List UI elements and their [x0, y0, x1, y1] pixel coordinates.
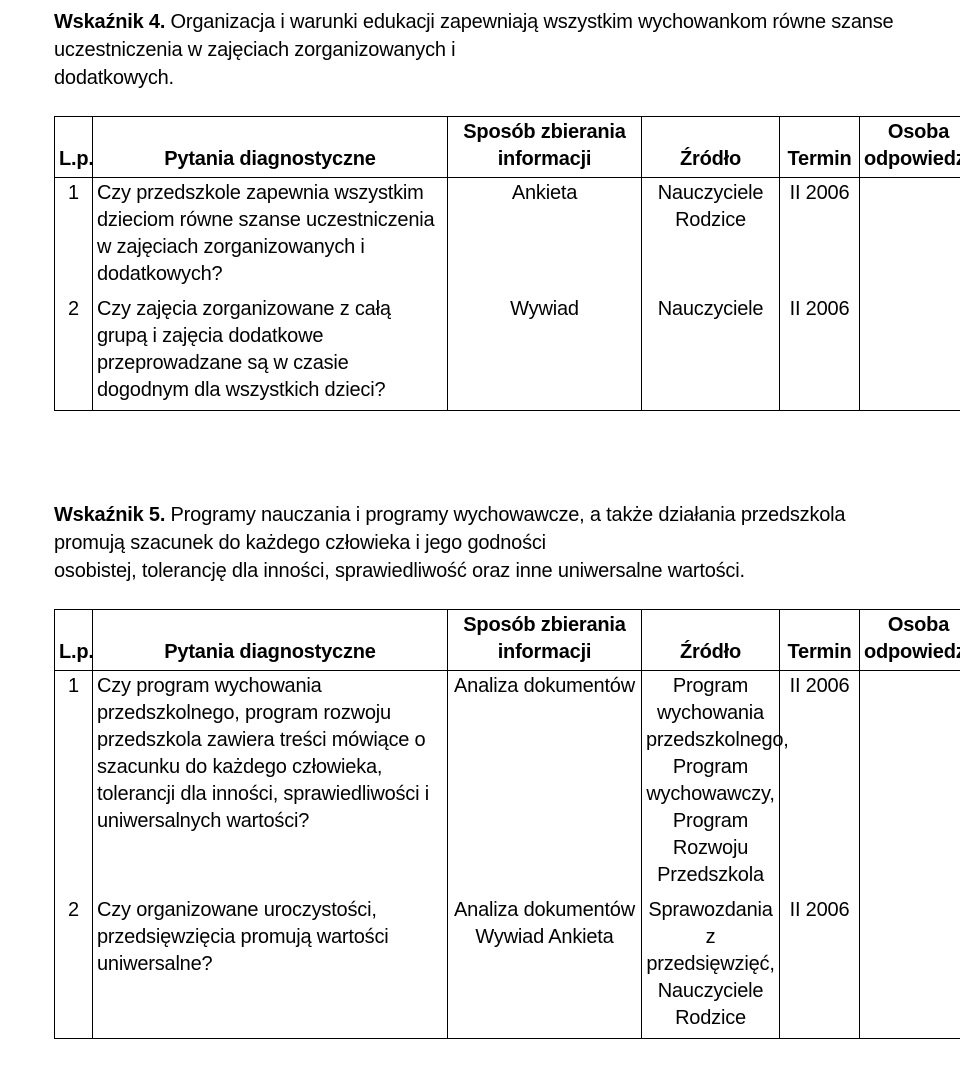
- indicator-4-label: Wskaźnik 4.: [54, 11, 165, 33]
- th-q: Pytania diagnostyczne: [93, 117, 448, 178]
- th-source: Źródło: [642, 610, 780, 671]
- cell-resp: [860, 294, 960, 411]
- table-indicator-4: L.p. Pytania diagnostyczne Sposób zbiera…: [54, 116, 960, 411]
- th-resp: Osoba odpowiedzialna: [860, 117, 960, 178]
- th-term: Termin: [780, 117, 860, 178]
- cell-q: Czy zajęcia zorganizowane z całą grupą i…: [93, 294, 448, 411]
- cell-term: II 2006: [780, 294, 860, 411]
- table-row: 1 Czy przedszkole zapewnia wszystkim dzi…: [55, 178, 960, 295]
- indicator-5-heading: Wskaźnik 5. Programy nauczania i program…: [54, 501, 906, 585]
- cell-q: Czy program wychowania przedszkolnego, p…: [93, 671, 448, 896]
- cell-method: Analiza dokumentów Wywiad Ankieta: [448, 895, 642, 1039]
- cell-q: Czy przedszkole zapewnia wszystkim dziec…: [93, 178, 448, 295]
- cell-method: Ankieta: [448, 178, 642, 295]
- cell-lp: 1: [55, 671, 93, 896]
- cell-term: II 2006: [780, 178, 860, 295]
- th-source: Źródło: [642, 117, 780, 178]
- cell-resp: [860, 671, 960, 896]
- table-row: 1 Czy program wychowania przedszkolnego,…: [55, 671, 960, 896]
- th-lp: L.p.: [55, 610, 93, 671]
- table-header-row: L.p. Pytania diagnostyczne Sposób zbiera…: [55, 610, 960, 671]
- indicator-5-text-l2: osobistej, tolerancję dla inności, spraw…: [54, 560, 745, 582]
- cell-q: Czy organizowane uroczystości, przedsięw…: [93, 895, 448, 1039]
- cell-term: II 2006: [780, 671, 860, 896]
- th-term: Termin: [780, 610, 860, 671]
- cell-source: Nauczyciele: [642, 294, 780, 411]
- cell-resp: [860, 895, 960, 1039]
- cell-term: II 2006: [780, 895, 860, 1039]
- indicator-4-heading: Wskaźnik 4. Organizacja i warunki edukac…: [54, 8, 906, 92]
- table-header-row: L.p. Pytania diagnostyczne Sposób zbiera…: [55, 117, 960, 178]
- cell-lp: 2: [55, 895, 93, 1039]
- cell-method: Analiza dokumentów: [448, 671, 642, 896]
- cell-lp: 2: [55, 294, 93, 411]
- cell-resp: [860, 178, 960, 295]
- cell-method: Wywiad: [448, 294, 642, 411]
- cell-source: Nauczyciele Rodzice: [642, 178, 780, 295]
- indicator-5-text-l1: Programy nauczania i programy wychowawcz…: [54, 504, 845, 554]
- th-method: Sposób zbierania informacji: [448, 610, 642, 671]
- th-lp: L.p.: [55, 117, 93, 178]
- cell-source: Sprawozdania z przedsięwzięć, Nauczyciel…: [642, 895, 780, 1039]
- table-indicator-5: L.p. Pytania diagnostyczne Sposób zbiera…: [54, 609, 960, 1039]
- cell-lp: 1: [55, 178, 93, 295]
- th-method: Sposób zbierania informacji: [448, 117, 642, 178]
- th-q: Pytania diagnostyczne: [93, 610, 448, 671]
- table-row: 2 Czy zajęcia zorganizowane z całą grupą…: [55, 294, 960, 411]
- table-row: 2 Czy organizowane uroczystości, przedsi…: [55, 895, 960, 1039]
- th-resp: Osoba odpowiedzialna: [860, 610, 960, 671]
- cell-source: Program wychowania przedszkolnego, Progr…: [642, 671, 780, 896]
- indicator-5-label: Wskaźnik 5.: [54, 504, 165, 526]
- indicator-4-text-l1: Organizacja i warunki edukacji zapewniaj…: [54, 11, 893, 61]
- indicator-4-text-l2: dodatkowych.: [54, 67, 174, 89]
